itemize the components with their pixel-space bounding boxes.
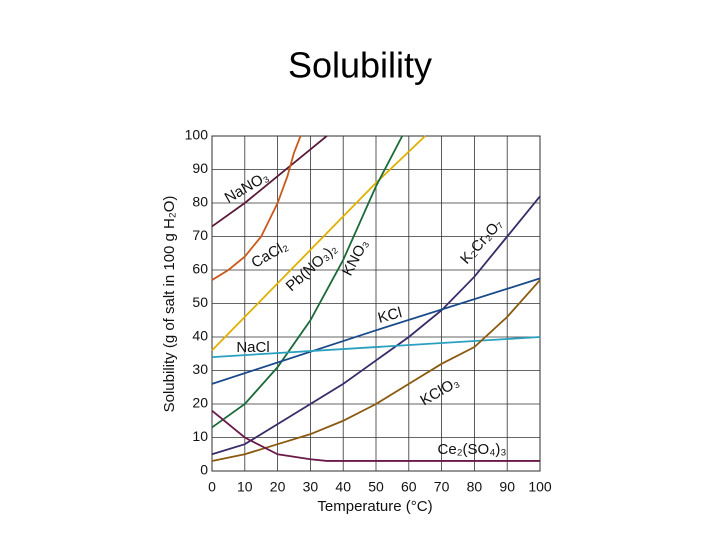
y-tick-label: 50 [192, 294, 208, 310]
x-tick-label: 90 [499, 479, 515, 495]
series-line [211, 336, 541, 358]
x-tick-label: 10 [237, 479, 253, 495]
chart-title: Solubility [288, 45, 432, 86]
x-tick-label: 40 [335, 479, 351, 495]
series-line [211, 135, 426, 352]
y-tick-label: 100 [185, 127, 209, 143]
curve-label: KCl [376, 304, 404, 327]
x-tick-label: 0 [208, 479, 216, 495]
x-tick-label: 50 [368, 479, 384, 495]
y-tick-label: 90 [192, 160, 208, 176]
y-tick-label: 0 [200, 462, 208, 478]
x-tick-label: 70 [434, 479, 450, 495]
y-tick-label: 40 [192, 328, 208, 344]
series-line [211, 277, 541, 385]
curve-label: NaCl [236, 339, 269, 356]
x-tick-label: 20 [270, 479, 286, 495]
series-line [211, 195, 541, 456]
y-tick-label: 60 [192, 261, 208, 277]
y-tick-label: 70 [192, 227, 208, 243]
curve-label: Ce₂(SO₄)₃ [438, 441, 507, 458]
x-tick-label: 80 [467, 479, 483, 495]
x-tick-label: 30 [303, 479, 319, 495]
series-line [211, 135, 302, 281]
y-tick-label: 10 [192, 428, 208, 444]
x-tick-label: 100 [528, 479, 552, 495]
series-line [211, 135, 404, 429]
x-tick-label: 60 [401, 479, 417, 495]
series-line [211, 279, 541, 462]
y-tick-label: 30 [192, 361, 208, 377]
series-line [211, 135, 328, 228]
y-axis-label: Solubility (g of salt in 100 g H₂O) [161, 196, 178, 413]
y-tick-label: 20 [192, 395, 208, 411]
x-axis-label: Temperature (°C) [317, 498, 432, 515]
y-tick-label: 80 [192, 194, 208, 210]
series-line [211, 410, 540, 462]
